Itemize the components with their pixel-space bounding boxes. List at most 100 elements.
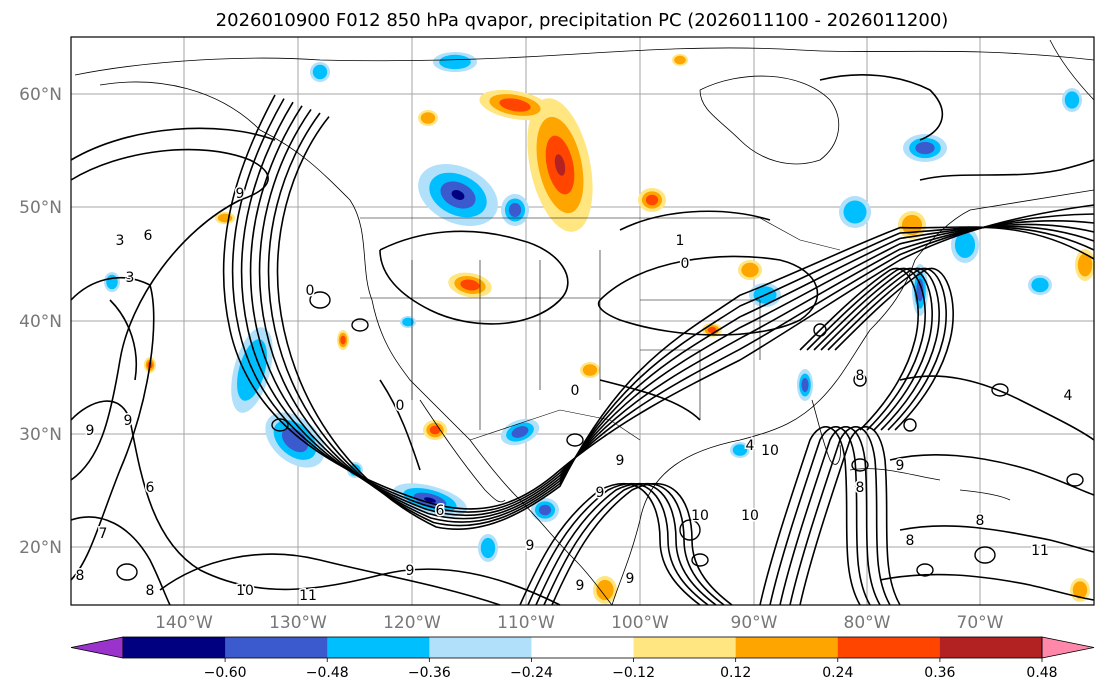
coastline [74, 47, 1095, 76]
colorbar-segment [531, 637, 635, 658]
shaded-region [340, 335, 346, 345]
colorbar-tick-label: −0.12 [612, 665, 655, 681]
longitude-label: 100°W [611, 613, 669, 633]
colorbar-segment [429, 637, 532, 658]
contour-value-label: 8 [906, 533, 915, 549]
contour-value-label: 0 [396, 398, 405, 414]
map-title: 2026010900 F012 850 hPa qvapor, precipit… [216, 10, 949, 31]
contour-line [879, 573, 1095, 601]
shaded-region [645, 194, 659, 206]
shaded-region [429, 425, 441, 435]
shaded-region [954, 232, 976, 258]
contour-loop [351, 318, 369, 332]
contour-value-label: 3 [116, 233, 125, 249]
colorbar-segment [735, 637, 839, 658]
coastlines-and-borders [74, 39, 1095, 606]
colorbar-tick-label: −0.60 [204, 665, 247, 681]
contour-loop [271, 418, 289, 432]
colorbar-segment [327, 637, 430, 658]
contour-line [599, 379, 701, 421]
contour-line [827, 267, 947, 431]
contour-value-label: 9 [406, 563, 415, 579]
contour-value-label: 9 [616, 453, 625, 469]
coastline [869, 189, 1095, 331]
contour-line [70, 400, 561, 606]
contour-line [231, 98, 1095, 513]
contour-line [240, 101, 1095, 517]
contour-line [779, 426, 881, 606]
shaded-region [596, 579, 614, 601]
contour-value-label: 11 [299, 588, 317, 604]
contour-line [899, 375, 1095, 441]
contour-line [813, 267, 933, 431]
shaded-region [439, 54, 471, 70]
contour-value-label: 0 [681, 256, 690, 272]
shaded-region [801, 377, 809, 393]
contour-loop [853, 373, 867, 387]
latitude-label: 40°N [19, 312, 62, 332]
shaded-region [741, 262, 759, 278]
latitude-label: 20°N [19, 538, 62, 558]
contour-line [806, 267, 926, 431]
contour-value-label: 9 [236, 186, 245, 202]
contour-line [819, 74, 944, 141]
contour-value-label: 8 [856, 368, 865, 384]
coastline [611, 329, 871, 606]
contour-value-label: 6 [436, 503, 445, 519]
shaded-region [732, 444, 748, 456]
colorbar-extension-high [1041, 636, 1095, 659]
coastline [699, 75, 839, 165]
shaded-region [538, 504, 552, 516]
shaded-region [460, 279, 480, 291]
contour-line [70, 277, 155, 581]
political-border [469, 409, 641, 441]
contour-line [899, 525, 1095, 553]
contour-value-label: 1 [676, 233, 685, 249]
latitude-label: 50°N [19, 198, 62, 218]
contour-value-label: 10 [691, 508, 709, 524]
contour-value-label: 10 [741, 508, 759, 524]
contour-loop [851, 458, 869, 472]
shaded-region [674, 55, 686, 65]
longitude-label: 130°W [269, 613, 327, 633]
contour-line [519, 483, 701, 606]
contour-loop [566, 433, 584, 447]
colorbar-tick-label: 0.36 [924, 665, 955, 681]
contour-value-label: 3 [126, 270, 135, 286]
contour-line [258, 108, 1095, 523]
contour-value-label: 10 [761, 443, 779, 459]
longitude-label: 140°W [155, 613, 213, 633]
shaded-region [707, 326, 717, 334]
shaded-region [499, 98, 531, 112]
contour-value-label: 8 [76, 568, 85, 584]
longitude-label: 80°W [844, 613, 891, 633]
shaded-region [1064, 91, 1080, 109]
contour-line [769, 426, 871, 606]
longitude-label: 90°W [731, 613, 778, 633]
shaded-region [402, 317, 414, 327]
shaded-region [106, 274, 118, 290]
contour-value-label: 10 [236, 583, 254, 599]
contour-value-label: 9 [896, 458, 905, 474]
contour-line [889, 454, 1095, 496]
contour-value-label: 9 [86, 423, 95, 439]
coastline [811, 399, 841, 465]
contour-value-label: 9 [576, 578, 585, 594]
colorbar-tick-label: 0.48 [1026, 665, 1057, 681]
contour-line [70, 148, 269, 481]
contour-line [70, 127, 276, 161]
contour-loop [309, 291, 331, 309]
coastline [1049, 39, 1095, 101]
contour-loop [916, 563, 934, 577]
contour-value-label: 0 [306, 283, 315, 299]
contour-value-label: 6 [144, 228, 153, 244]
map-frame [70, 36, 1095, 606]
political-border [640, 349, 701, 420]
contour-line [799, 267, 919, 431]
colorbar-extension-low [70, 636, 124, 659]
longitude-label: 70°W [957, 613, 1004, 633]
contour-loop [974, 546, 996, 564]
contour-loop [991, 383, 1009, 397]
